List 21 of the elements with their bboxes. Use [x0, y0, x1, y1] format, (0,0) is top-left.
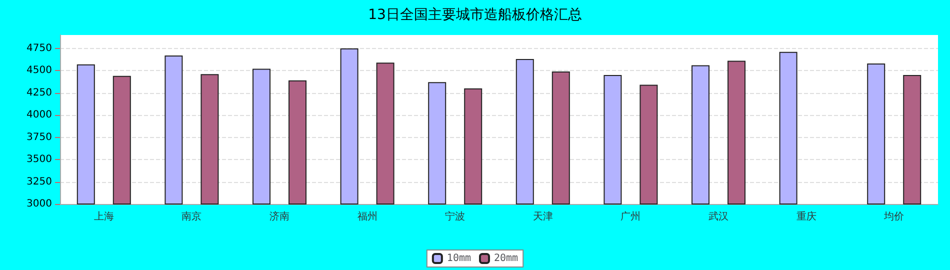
y-tick-label: 4500 [26, 65, 52, 76]
x-tick-label: 济南 [270, 210, 290, 222]
legend-label: 10mm [446, 253, 472, 264]
x-tick-label: 宁波 [445, 210, 466, 222]
y-tick-label: 3750 [26, 132, 52, 143]
chart-title: 13日全国主要城市造船板价格汇总 [368, 7, 582, 23]
x-tick-label: 重庆 [796, 210, 816, 222]
y-tick-label: 4000 [26, 110, 52, 121]
x-tick-label: 均价 [883, 210, 904, 222]
y-tick-label: 3000 [26, 198, 52, 210]
x-tick-label: 天津 [532, 210, 553, 222]
x-tick-label: 福州 [357, 210, 378, 222]
x-tick-label: 南京 [182, 210, 202, 222]
y-tick-label: 3500 [26, 154, 52, 166]
x-tick-label: 上海 [94, 210, 114, 222]
y-tick-label: 4250 [26, 87, 52, 98]
legend-label: 20mm [494, 253, 518, 264]
x-tick-label: 武汉 [708, 210, 728, 222]
y-tick-label: 3250 [26, 176, 52, 188]
x-tick-label: 广州 [620, 210, 641, 222]
y-tick-label: 4750 [26, 42, 52, 54]
